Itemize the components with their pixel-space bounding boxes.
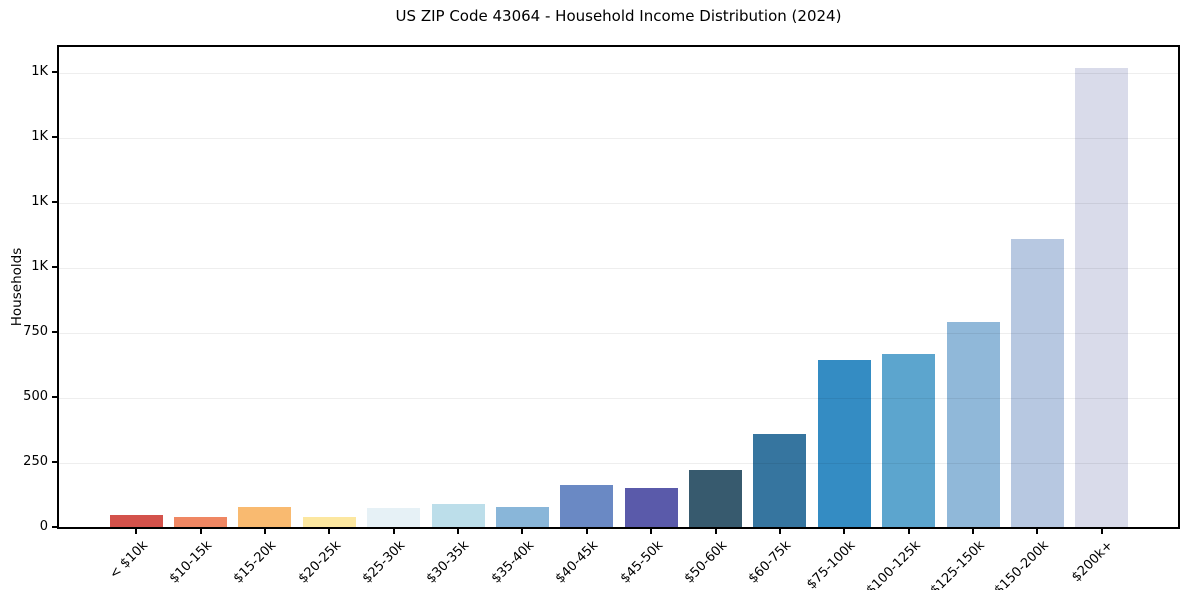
x-tick-label: $45-50k <box>617 538 666 587</box>
y-tick-mark <box>52 136 57 139</box>
x-tick-mark <box>392 529 395 534</box>
bar--30-35k <box>431 504 485 527</box>
x-tick-mark <box>328 529 331 534</box>
y-tick-mark <box>52 266 57 269</box>
x-tick-label: $25-30k <box>359 538 409 587</box>
axis-spine-right <box>1178 45 1180 529</box>
x-tick-label: $200k+ <box>1069 538 1117 586</box>
bars-layer <box>59 47 1178 527</box>
x-tick-mark <box>521 529 524 534</box>
bar--60-75k <box>753 433 807 527</box>
y-tick-label: 750 <box>23 324 48 340</box>
bar--50-60k <box>689 469 743 527</box>
x-tick-mark <box>778 529 781 534</box>
y-tick-mark <box>52 461 57 463</box>
x-tick-mark <box>843 529 846 534</box>
x-tick-label: $100-125k <box>863 538 924 590</box>
x-tick-label: $60-75k <box>746 538 795 587</box>
bar--40-45k <box>560 485 614 527</box>
y-tick-label: 1K <box>31 64 48 80</box>
x-tick-mark <box>135 529 138 534</box>
bar--200k+ <box>1075 67 1129 527</box>
bar--25-30k <box>367 507 421 527</box>
y-tick-mark <box>52 331 57 334</box>
bar--10k <box>109 515 163 527</box>
y-tick-label: 1K <box>31 129 48 145</box>
x-tick-label: < $10k <box>106 538 151 583</box>
y-tick-mark <box>52 71 57 74</box>
plot-area <box>59 47 1178 527</box>
y-tick-label: 1K <box>31 259 48 275</box>
y-tick-mark <box>52 201 57 204</box>
x-tick-mark <box>457 529 460 534</box>
y-tick-mark <box>52 396 57 398</box>
chart-title: US ZIP Code 43064 - Household Income Dis… <box>395 7 842 25</box>
x-tick-label: $30-35k <box>424 538 473 587</box>
x-tick-label: $75-100k <box>804 538 859 590</box>
x-tick-mark <box>1100 529 1103 534</box>
x-tick-mark <box>1036 529 1039 534</box>
y-tick-label: 0 <box>39 519 48 534</box>
x-tick-label: $125-150k <box>927 538 988 590</box>
bar--20-25k <box>302 517 356 527</box>
x-tick-label: $35-40k <box>488 538 538 587</box>
bar--125-150k <box>946 322 1000 527</box>
x-tick-mark <box>972 529 975 534</box>
bar--10-15k <box>174 516 228 527</box>
bar--35-40k <box>495 506 549 527</box>
y-tick-label: 500 <box>23 389 48 404</box>
bar--75-100k <box>817 359 871 527</box>
y-tick-label: 1K <box>31 194 48 210</box>
x-tick-label: $20-25k <box>295 538 344 587</box>
x-tick-label: $150-200k <box>991 538 1053 590</box>
axis-spine-left <box>57 45 59 529</box>
x-tick-label: $50-60k <box>681 538 731 587</box>
x-tick-mark <box>585 529 588 534</box>
x-tick-label: $10-15k <box>166 538 216 587</box>
bar--100-125k <box>882 353 936 527</box>
x-tick-label: $40-45k <box>552 538 602 587</box>
x-tick-mark <box>714 529 717 534</box>
x-tick-mark <box>650 529 653 534</box>
bar--15-20k <box>238 506 292 527</box>
x-tick-mark <box>199 529 202 534</box>
bar--150-200k <box>1010 239 1064 527</box>
x-tick-mark <box>263 529 266 534</box>
bar--45-50k <box>624 487 678 527</box>
y-tick-label: 250 <box>23 454 48 469</box>
y-tick-mark <box>52 526 57 528</box>
axis-spine-top <box>57 45 1180 47</box>
x-tick-label: $15-20k <box>231 538 280 587</box>
x-tick-mark <box>907 529 910 534</box>
axis-spine-bottom <box>57 527 1180 529</box>
